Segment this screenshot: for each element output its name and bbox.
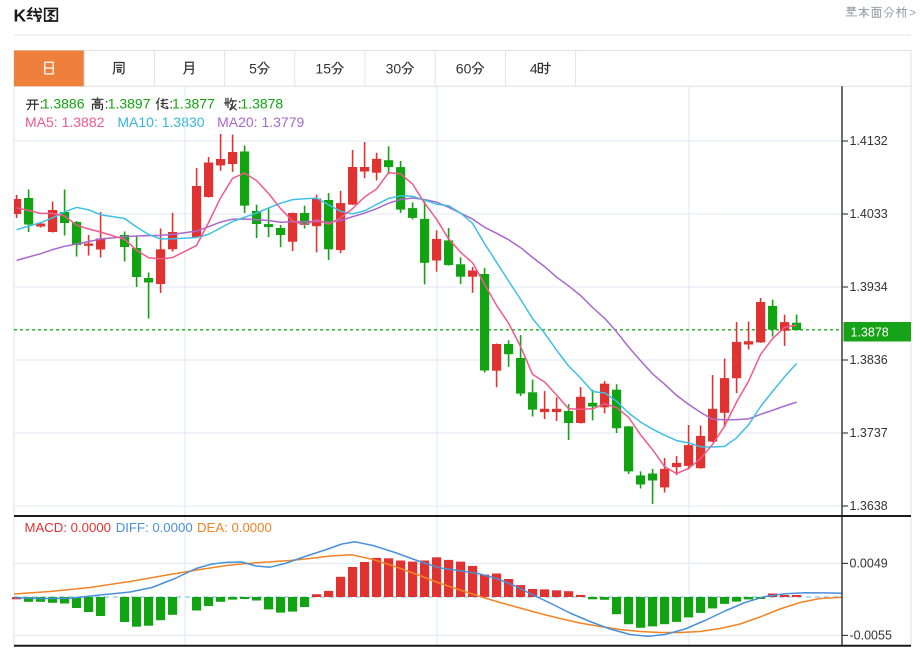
- svg-text:5: 5: [249, 61, 257, 77]
- svg-text:5: 5: [323, 61, 331, 77]
- svg-text:1.4132: 1.4132: [850, 134, 888, 148]
- svg-text:1.3934: 1.3934: [850, 280, 888, 294]
- svg-text:MA10: 1.3830: MA10: 1.3830: [117, 114, 204, 130]
- svg-text:>: >: [909, 6, 916, 20]
- svg-text:1: 1: [315, 61, 323, 77]
- svg-text:0.0049: 0.0049: [850, 557, 888, 571]
- svg-text:MA5: 1.3882: MA5: 1.3882: [25, 114, 105, 130]
- svg-text:1.3877: 1.3877: [172, 96, 215, 112]
- svg-text:1.3878: 1.3878: [240, 96, 283, 112]
- svg-text:6: 6: [456, 61, 464, 77]
- svg-text:1.3886: 1.3886: [42, 96, 85, 112]
- svg-text::: :: [169, 96, 173, 112]
- svg-text:1.4033: 1.4033: [850, 207, 888, 221]
- svg-text:1.3638: 1.3638: [850, 499, 888, 513]
- svg-text:DEA: 0.0000: DEA: 0.0000: [197, 520, 272, 535]
- svg-text:K: K: [14, 6, 27, 26]
- svg-text::: :: [105, 96, 109, 112]
- svg-text:1.3737: 1.3737: [850, 426, 888, 440]
- svg-text:DIFF: 0.0000: DIFF: 0.0000: [116, 520, 193, 535]
- svg-text:3: 3: [386, 61, 394, 77]
- svg-text:-0.0055: -0.0055: [850, 629, 892, 643]
- svg-text:1.3878: 1.3878: [851, 325, 889, 339]
- svg-text:0: 0: [464, 61, 472, 77]
- svg-text::: :: [238, 96, 242, 112]
- svg-text:1.3836: 1.3836: [850, 353, 888, 367]
- svg-text:4: 4: [530, 61, 538, 77]
- svg-text::: :: [40, 96, 44, 112]
- svg-text:MA20: 1.3779: MA20: 1.3779: [217, 114, 304, 130]
- svg-text:0: 0: [393, 61, 401, 77]
- svg-text:1.3897: 1.3897: [108, 96, 151, 112]
- svg-text:MACD: 0.0000: MACD: 0.0000: [25, 520, 112, 535]
